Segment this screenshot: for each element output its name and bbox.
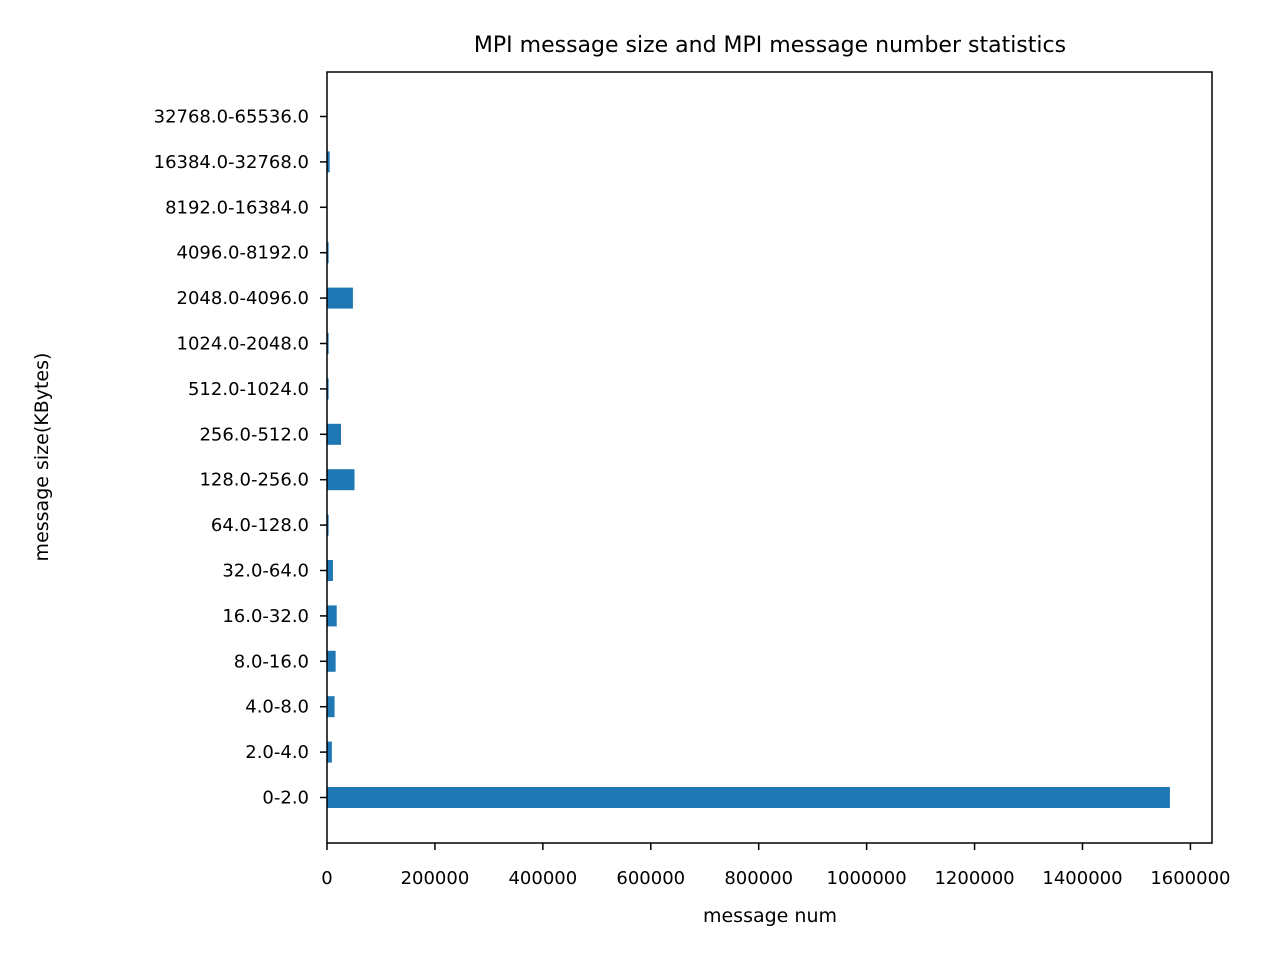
x-tick-label-5: 1000000 <box>827 868 907 889</box>
y-tick-label-13: 8192.0-16384.0 <box>165 197 309 218</box>
x-tick-label-8: 1600000 <box>1150 868 1230 889</box>
x-tick-label-0: 0 <box>321 868 332 889</box>
chart-title: MPI message size and MPI message number … <box>474 33 1066 58</box>
y-tick-label-11: 2048.0-4096.0 <box>177 288 309 309</box>
x-tick-label-2: 400000 <box>508 868 577 889</box>
y-tick-label-6: 64.0-128.0 <box>211 515 309 536</box>
x-tick-label-3: 600000 <box>616 868 685 889</box>
bar-5 <box>327 560 333 581</box>
x-tick-label-1: 200000 <box>401 868 470 889</box>
y-tick-label-10: 1024.0-2048.0 <box>177 334 309 355</box>
bar-12 <box>327 242 329 264</box>
y-axis-label: message size(KBytes) <box>31 353 53 562</box>
y-tick-label-4: 16.0-32.0 <box>222 606 309 627</box>
bar-2 <box>327 696 335 718</box>
bar-7 <box>327 469 355 491</box>
y-tick-label-5: 32.0-64.0 <box>222 561 309 582</box>
y-tick-label-3: 8.0-16.0 <box>234 651 309 672</box>
y-tick-label-8: 256.0-512.0 <box>199 424 309 445</box>
y-tick-label-7: 128.0-256.0 <box>199 470 309 491</box>
x-tick-label-6: 1200000 <box>934 868 1014 889</box>
bar-11 <box>327 287 353 309</box>
plot-frame <box>326 71 1213 844</box>
y-axis: 0-2.0 2.0-4.0 4.0-8.0 8.0-16.0 16.0-32.0 32.0… <box>154 107 327 809</box>
bar-6 <box>327 514 329 536</box>
bar-10 <box>327 333 329 354</box>
bar-1 <box>327 741 332 763</box>
y-tick-label-1: 2.0-4.0 <box>245 742 309 763</box>
bar-0 <box>327 787 1170 808</box>
x-tick-label-4: 800000 <box>724 868 793 889</box>
x-axis-label: message num <box>703 905 837 927</box>
y-tick-label-9: 512.0-1024.0 <box>188 379 309 400</box>
y-tick-label-2: 4.0-8.0 <box>245 697 309 718</box>
y-tick-label-0: 0-2.0 <box>262 788 309 809</box>
x-tick-label-7: 1400000 <box>1042 868 1122 889</box>
y-tick-label-14: 16384.0-32768.0 <box>154 152 309 173</box>
y-tick-label-12: 4096.0-8192.0 <box>177 243 309 264</box>
bar-group <box>327 106 1170 808</box>
bar-14 <box>327 151 330 173</box>
bar-3 <box>327 650 336 672</box>
bar-8 <box>327 423 342 445</box>
bar-4 <box>327 605 337 627</box>
bar-9 <box>327 378 329 400</box>
x-axis: 0 200000 400000 600000 800000 1000000 1200000 1… <box>321 843 1231 889</box>
y-tick-label-15: 32768.0-65536.0 <box>154 107 309 128</box>
